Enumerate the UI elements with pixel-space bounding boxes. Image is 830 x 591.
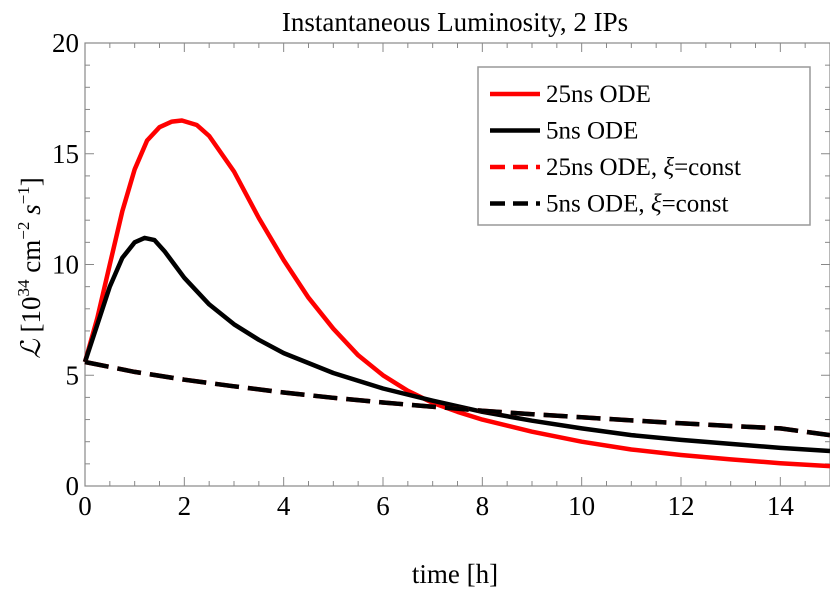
x-tick-label: 14 bbox=[767, 491, 795, 521]
y-axis-label-text: [10 bbox=[16, 297, 46, 340]
x-tick-label: 12 bbox=[668, 491, 695, 521]
legend-label-part: 5ns ODE bbox=[546, 118, 638, 145]
y-axis-unit2: s bbox=[16, 204, 46, 221]
y-tick-label: 20 bbox=[52, 28, 79, 58]
legend-label-part: =const bbox=[674, 154, 741, 181]
x-tick-label: 2 bbox=[178, 491, 192, 521]
axis-ticks bbox=[84, 42, 830, 487]
x-tick-label: 8 bbox=[476, 491, 490, 521]
legend-label-part: 25ns ODE bbox=[546, 81, 651, 108]
y-axis-label: ℒ [1034 cm−2 s−1] bbox=[14, 177, 46, 358]
x-tick-label: 10 bbox=[568, 491, 595, 521]
legend-label: 5ns ODE, ξ=const bbox=[546, 191, 729, 218]
x-tick-label: 4 bbox=[277, 491, 291, 521]
y-tick-label: 10 bbox=[52, 250, 79, 280]
y-tick-label: 0 bbox=[66, 471, 80, 501]
legend-label: 5ns ODE bbox=[546, 118, 638, 145]
x-tick-labels: 0 2 4 6 8 10 12 14 bbox=[78, 491, 794, 521]
series-lines bbox=[82, 118, 830, 469]
y-axis-symbol: ℒ bbox=[16, 339, 46, 359]
x-axis-label: time [h] bbox=[412, 559, 498, 589]
legend-label: 25ns ODE bbox=[546, 81, 651, 108]
series-line bbox=[84, 359, 830, 438]
legend-label-part: ξ bbox=[651, 191, 662, 218]
y-axis-exp3: −1 bbox=[14, 186, 33, 204]
y-axis-close: ] bbox=[16, 177, 46, 186]
legend-label-part: ξ bbox=[663, 154, 674, 181]
legend-label-part: =const bbox=[662, 191, 729, 218]
y-axis-exp1: 34 bbox=[14, 279, 33, 297]
x-tick-label: 0 bbox=[78, 491, 92, 521]
y-axis-exp2: −2 bbox=[14, 222, 33, 240]
x-tick-label: 6 bbox=[376, 491, 390, 521]
y-tick-label: 5 bbox=[66, 360, 80, 390]
legend-label: 25ns ODE, ξ=const bbox=[546, 154, 741, 181]
series-line bbox=[82, 235, 830, 454]
y-axis-unit1: cm bbox=[16, 240, 46, 280]
series-line bbox=[82, 118, 830, 469]
legend-label-part: 25ns ODE, bbox=[546, 154, 663, 181]
y-tick-label: 15 bbox=[52, 139, 79, 169]
legend-label-part: 5ns ODE, bbox=[546, 191, 651, 218]
chart-title: Instantaneous Luminosity, 2 IPs bbox=[282, 7, 628, 37]
y-tick-labels: 0 5 10 15 20 bbox=[52, 28, 79, 501]
